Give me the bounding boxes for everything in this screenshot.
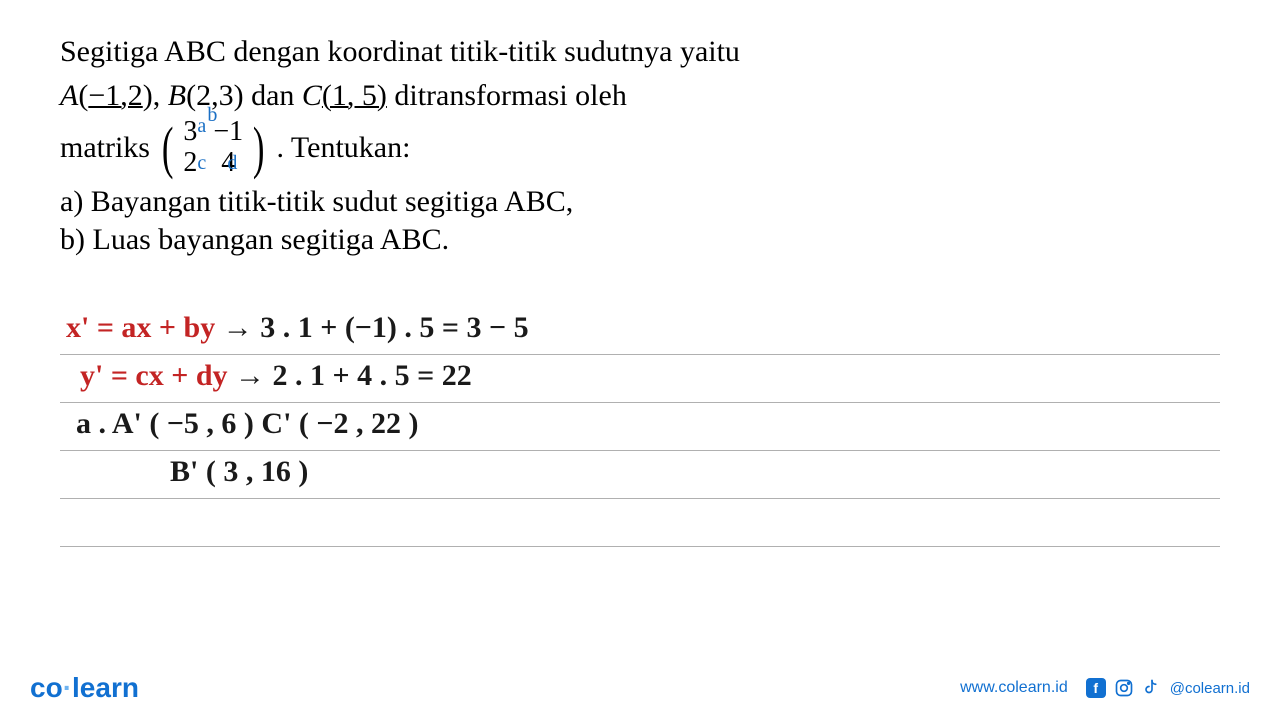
- tentukan-label: . Tentukan:: [276, 126, 410, 170]
- problem-line-2: A(−1,2), B(2,3) dan C(1, 5) ditransforma…: [60, 74, 1220, 118]
- problem-line-3: matriks ( 3 a −1 b 2 c 4 d: [60, 117, 1220, 179]
- ann-d: d: [227, 152, 237, 174]
- ruled-line-4: B' ( 3 , 16 ): [60, 451, 1220, 499]
- logo-learn: learn: [72, 672, 139, 703]
- hw-line4: B' ( 3 , 16 ): [170, 455, 308, 489]
- matriks-label: matriks: [60, 126, 150, 170]
- point-c-coords: (1, 5): [322, 79, 387, 112]
- handwritten-work: x' = ax + by → 3 . 1 + (−1) . 5 = 3 − 5 …: [0, 307, 1280, 547]
- problem-items: a) Bayangan titik-titik sudut segitiga A…: [60, 185, 1220, 257]
- hw-line2-black: → 2 . 1 + 4 . 5 = 22: [235, 359, 472, 392]
- item-b: b) Luas bayangan segitiga ABC.: [60, 223, 1220, 257]
- point-a-coords: −1,2: [88, 79, 142, 112]
- ruled-line-5: [60, 499, 1220, 547]
- hw-line3: a . A' ( −5 , 6 ) C' ( −2 , 22 ): [76, 407, 419, 441]
- matrix-paren-right: ): [253, 123, 265, 172]
- footer-right: www.colearn.id f @colearn.id: [960, 678, 1250, 698]
- footer-bar: co·learn www.colearn.id f @colearn.id: [0, 672, 1280, 704]
- logo-dot: ·: [63, 672, 72, 703]
- tiktok-icon: [1142, 678, 1162, 698]
- transformation-matrix: ( 3 a −1 b 2 c 4 d ): [158, 117, 268, 179]
- ann-c: c: [197, 152, 206, 174]
- hw-line1-black: → 3 . 1 + (−1) . 5 = 3 − 5: [223, 311, 529, 344]
- social-block: f @colearn.id: [1086, 678, 1250, 698]
- item-a: a) Bayangan titik-titik sudut segitiga A…: [60, 185, 1220, 219]
- brand-logo: co·learn: [30, 672, 139, 704]
- problem-text-segment: Segitiga ABC dengan koordinat titik-titi…: [60, 35, 740, 68]
- problem-line-1: Segitiga ABC dengan koordinat titik-titi…: [60, 30, 1220, 74]
- matrix-b: −1: [213, 116, 243, 147]
- text-ditrans: ditransformasi oleh: [387, 79, 627, 112]
- text-dan: dan: [244, 79, 302, 112]
- instagram-icon: [1114, 678, 1134, 698]
- problem-block: Segitiga ABC dengan koordinat titik-titi…: [0, 0, 1280, 257]
- ruled-line-3: a . A' ( −5 , 6 ) C' ( −2 , 22 ): [60, 403, 1220, 451]
- ann-a: a: [197, 115, 206, 137]
- ruled-line-2: y' = cx + dy → 2 . 1 + 4 . 5 = 22: [60, 355, 1220, 403]
- ruled-line-1: x' = ax + by → 3 . 1 + (−1) . 5 = 3 − 5: [60, 307, 1220, 355]
- matrix-a: 3: [183, 116, 197, 147]
- hw-line1-red: x' = ax + by: [66, 311, 215, 344]
- footer-url: www.colearn.id: [960, 679, 1068, 697]
- hw-line2-red: y' = cx + dy: [80, 359, 228, 392]
- social-handle: @colearn.id: [1170, 680, 1250, 697]
- matrix-paren-left: (: [162, 123, 174, 172]
- logo-co: co: [30, 672, 63, 703]
- facebook-icon: f: [1086, 678, 1106, 698]
- ann-b: b: [207, 104, 217, 126]
- matrix-c: 2: [183, 147, 197, 178]
